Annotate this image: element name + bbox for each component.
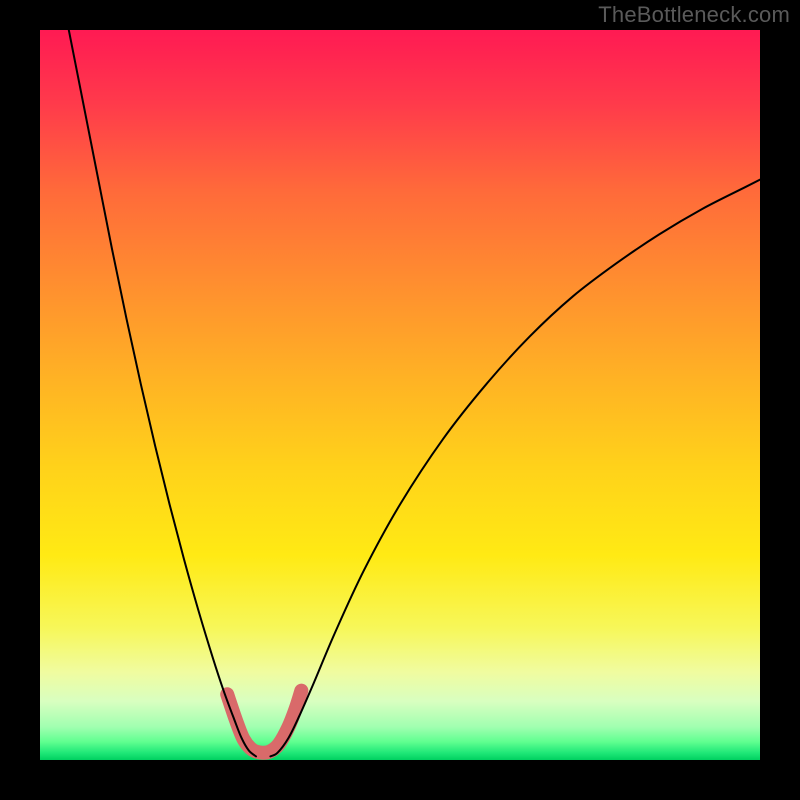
- plot-background: [40, 30, 760, 760]
- watermark-text: TheBottleneck.com: [598, 2, 790, 28]
- chart-frame: TheBottleneck.com: [0, 0, 800, 800]
- bottleneck-chart: [0, 0, 800, 800]
